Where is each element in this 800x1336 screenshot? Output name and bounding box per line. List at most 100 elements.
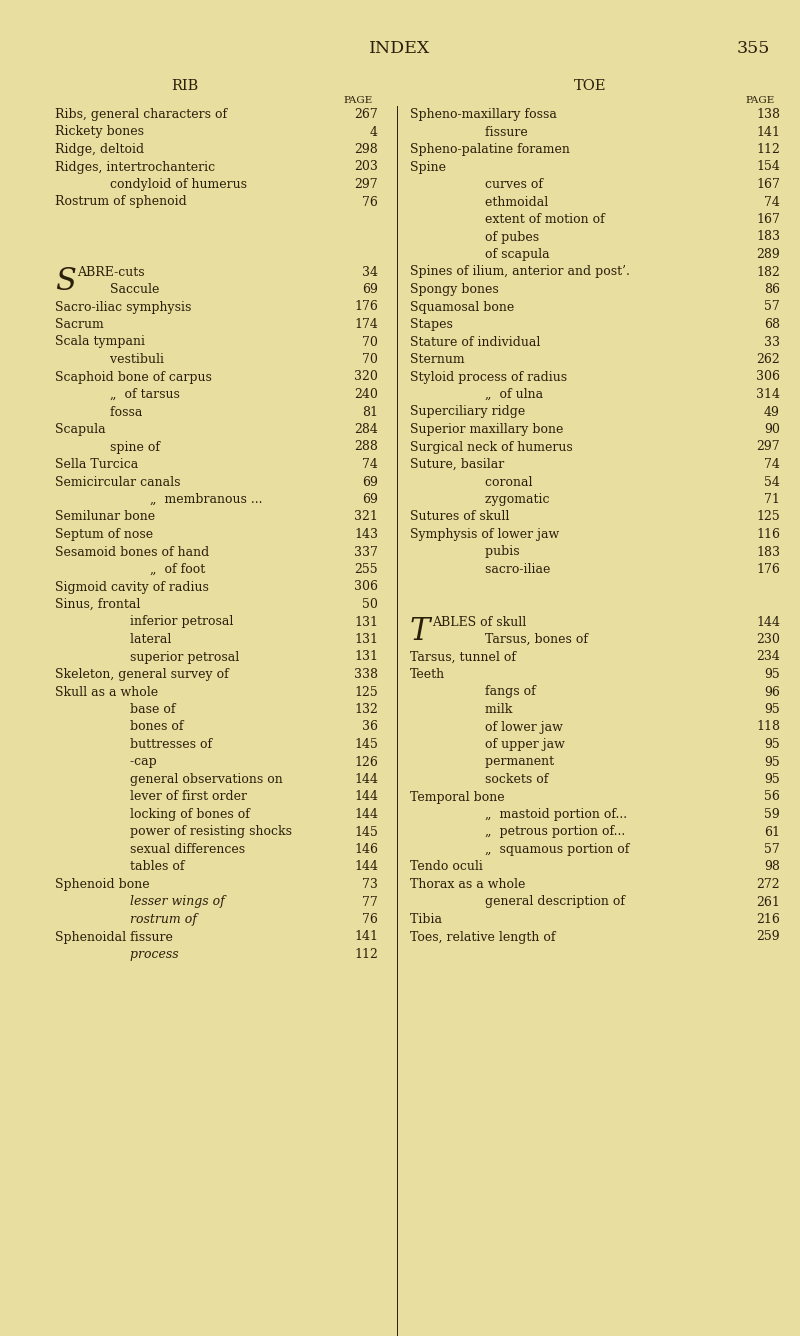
- Text: 240: 240: [354, 387, 378, 401]
- Text: superior petrosal: superior petrosal: [110, 651, 239, 664]
- Text: 81: 81: [362, 406, 378, 418]
- Text: Styloid process of radius: Styloid process of radius: [410, 370, 575, 383]
- Text: Superior maxillary bone: Superior maxillary bone: [410, 424, 571, 436]
- Text: 57: 57: [764, 843, 780, 856]
- Text: 4: 4: [370, 126, 378, 139]
- Text: 337: 337: [354, 545, 378, 558]
- Text: Stapes: Stapes: [410, 318, 461, 331]
- Text: 112: 112: [354, 949, 378, 961]
- Text: Sigmoid cavity of radius: Sigmoid cavity of radius: [55, 581, 217, 593]
- Text: 262: 262: [756, 353, 780, 366]
- Text: ABLES of skull: ABLES of skull: [432, 616, 534, 628]
- Text: fissure: fissure: [465, 126, 536, 139]
- Text: 76: 76: [362, 912, 378, 926]
- Text: TOE: TOE: [574, 79, 606, 94]
- Text: Scala tympani: Scala tympani: [55, 335, 145, 349]
- Text: 141: 141: [354, 930, 378, 943]
- Text: general observations on: general observations on: [110, 774, 282, 786]
- Text: coronal: coronal: [465, 476, 537, 489]
- Text: 167: 167: [756, 178, 780, 191]
- Text: lever of first order: lever of first order: [110, 791, 255, 803]
- Text: Tarsus, tunnel of: Tarsus, tunnel of: [410, 651, 528, 664]
- Text: power of resisting shocks: power of resisting shocks: [110, 826, 296, 839]
- Text: 176: 176: [756, 562, 780, 576]
- Text: 234: 234: [756, 651, 780, 664]
- Text: 297: 297: [354, 178, 378, 191]
- Text: 154: 154: [756, 160, 780, 174]
- Text: Rostrum of sphenoid: Rostrum of sphenoid: [55, 195, 190, 208]
- Text: 131: 131: [354, 616, 378, 628]
- Text: 33: 33: [764, 335, 780, 349]
- Text: 36: 36: [362, 720, 378, 733]
- Text: 131: 131: [354, 651, 378, 664]
- Text: 321: 321: [354, 510, 378, 524]
- Text: 183: 183: [756, 545, 780, 558]
- Text: lesser wings of: lesser wings of: [110, 895, 225, 908]
- Text: Surgical neck of humerus: Surgical neck of humerus: [410, 441, 573, 453]
- Text: Tarsus, bones of: Tarsus, bones of: [465, 633, 588, 647]
- Text: 267: 267: [354, 108, 378, 122]
- Text: Scapula: Scapula: [55, 424, 106, 436]
- Text: base of: base of: [110, 703, 179, 716]
- Text: 182: 182: [756, 266, 780, 278]
- Text: 54: 54: [764, 476, 780, 489]
- Text: 174: 174: [354, 318, 378, 331]
- Text: 167: 167: [756, 212, 780, 226]
- Text: of lower jaw: of lower jaw: [465, 720, 567, 733]
- Text: pubis: pubis: [465, 545, 524, 558]
- Text: sockets of: sockets of: [465, 774, 552, 786]
- Text: „  of tarsus: „ of tarsus: [90, 387, 188, 401]
- Text: fangs of: fangs of: [465, 685, 536, 699]
- Text: spine of: spine of: [90, 441, 160, 453]
- Text: 68: 68: [764, 318, 780, 331]
- Text: 289: 289: [756, 248, 780, 261]
- Text: buttresses of: buttresses of: [110, 737, 212, 751]
- Text: 95: 95: [764, 755, 780, 768]
- Text: inferior petrosal: inferior petrosal: [110, 616, 238, 628]
- Text: „  of ulna: „ of ulna: [465, 387, 547, 401]
- Text: of scapula: of scapula: [465, 248, 550, 261]
- Text: 50: 50: [362, 599, 378, 611]
- Text: 98: 98: [764, 860, 780, 874]
- Text: Thorax as a whole: Thorax as a whole: [410, 878, 534, 891]
- Text: bones of: bones of: [110, 720, 191, 733]
- Text: Spheno-palatine foramen: Spheno-palatine foramen: [410, 143, 578, 156]
- Text: 34: 34: [362, 266, 378, 278]
- Text: Sphenoid bone: Sphenoid bone: [55, 878, 150, 891]
- Text: 144: 144: [354, 860, 378, 874]
- Text: 141: 141: [756, 126, 780, 139]
- Text: 74: 74: [362, 458, 378, 472]
- Text: RIB: RIB: [171, 79, 198, 94]
- Text: 146: 146: [354, 843, 378, 856]
- Text: vestibuli: vestibuli: [90, 353, 172, 366]
- Text: 118: 118: [756, 720, 780, 733]
- Text: -cap: -cap: [110, 755, 165, 768]
- Text: 144: 144: [354, 791, 378, 803]
- Text: 259: 259: [756, 930, 780, 943]
- Text: 320: 320: [354, 370, 378, 383]
- Text: Ridges, intertrochanteric: Ridges, intertrochanteric: [55, 160, 219, 174]
- Text: INDEX: INDEX: [370, 40, 430, 57]
- Text: 314: 314: [756, 387, 780, 401]
- Text: 59: 59: [764, 808, 780, 822]
- Text: 96: 96: [764, 685, 780, 699]
- Text: 144: 144: [756, 616, 780, 628]
- Text: 90: 90: [764, 424, 780, 436]
- Text: Sutures of skull: Sutures of skull: [410, 510, 518, 524]
- Text: 131: 131: [354, 633, 378, 647]
- Text: milk: milk: [465, 703, 520, 716]
- Text: 73: 73: [362, 878, 378, 891]
- Text: Stature of individual: Stature of individual: [410, 335, 544, 349]
- Text: 272: 272: [756, 878, 780, 891]
- Text: 143: 143: [354, 528, 378, 541]
- Text: Tendo oculi: Tendo oculi: [410, 860, 487, 874]
- Text: 95: 95: [764, 774, 780, 786]
- Text: Spheno-maxillary fossa: Spheno-maxillary fossa: [410, 108, 557, 122]
- Text: 61: 61: [764, 826, 780, 839]
- Text: extent of motion of: extent of motion of: [465, 212, 605, 226]
- Text: Squamosal bone: Squamosal bone: [410, 301, 522, 314]
- Text: 306: 306: [354, 581, 378, 593]
- Text: general description of: general description of: [465, 895, 625, 908]
- Text: Suture, basilar: Suture, basilar: [410, 458, 504, 472]
- Text: PAGE: PAGE: [746, 96, 775, 106]
